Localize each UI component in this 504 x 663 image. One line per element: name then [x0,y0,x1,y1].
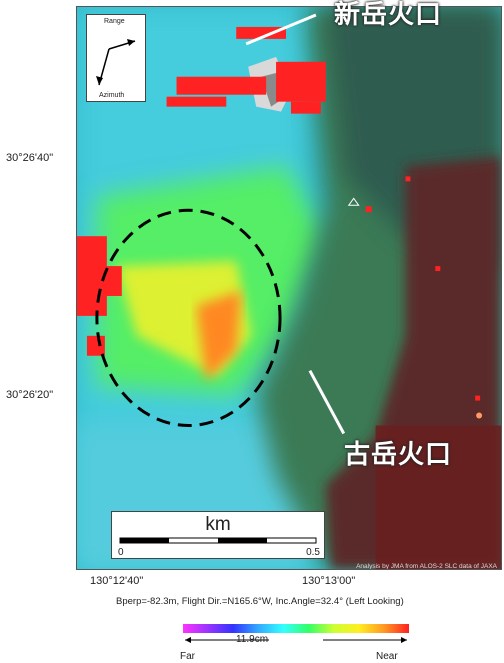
near-label: Near [376,651,398,662]
cycle-arrow-icon [185,637,407,643]
direction-legend [86,14,146,102]
scale-bar: km 0 0.5 [111,511,325,559]
direction-arrows-icon [96,39,136,86]
colorbar-cycle-label: 11.9cm [0,634,504,645]
lat-label-top: 30°26'40" [6,152,54,164]
phase-colorbar [183,624,409,633]
lon-label-left: 130°12'40" [90,575,144,587]
lat-label-bottom: 30°26'20" [6,389,54,401]
acquisition-caption: Bperp=-82.3m, Flight Dir.=N165.6°W, Inc.… [116,596,404,607]
shindake-crater-label: 新岳火口 [334,0,443,29]
credit-text: Analysis by JMA from ALOS-2 SLC data of … [356,563,497,570]
scale-ruler-icon [119,537,317,544]
lon-label-right: 130°13'00" [302,575,356,587]
cycle-value: 11.9cm [235,634,269,645]
scale-unit: km [205,514,231,535]
furudake-crater-label: 古岳火口 [344,439,453,469]
range-label: Range [104,18,125,25]
scale-end-label: 0.5 [306,547,320,558]
azimuth-label: Azimuth [99,92,125,99]
far-label: Far [180,651,195,662]
scale-zero-label: 0 [118,547,124,558]
